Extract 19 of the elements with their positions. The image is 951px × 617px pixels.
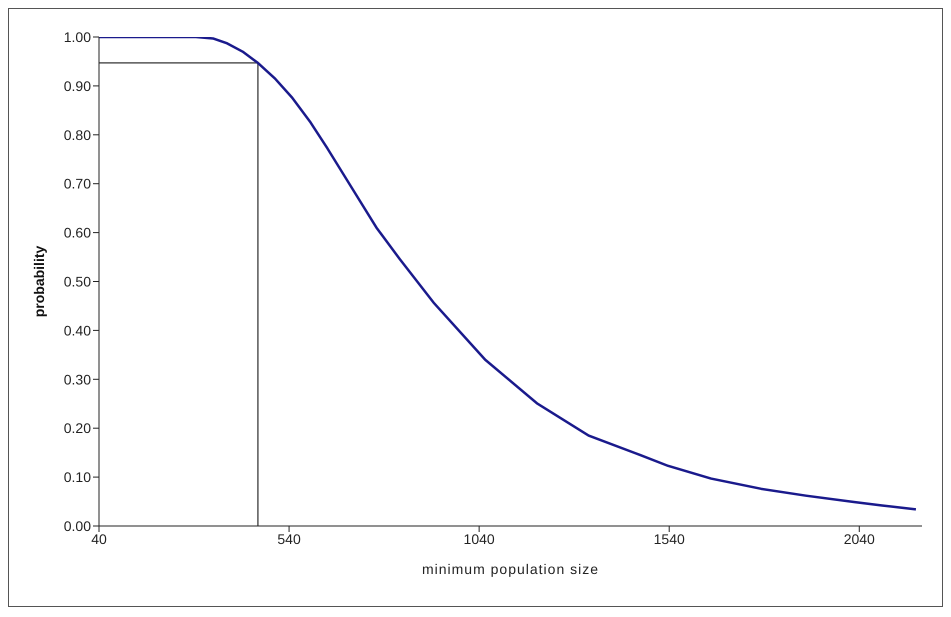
- x-tick-label: 2040: [844, 530, 876, 547]
- y-axis-title: probability: [30, 246, 47, 318]
- y-tick-label: 0.40: [64, 322, 92, 338]
- y-tick-label: 0.50: [64, 273, 92, 290]
- y-tick-label: 0.80: [64, 126, 92, 143]
- x-tick-label: 1540: [654, 530, 685, 547]
- y-tick-label: 0.00: [64, 518, 92, 534]
- y-tick-label: 1.00: [64, 28, 92, 45]
- line-series: [99, 37, 918, 511]
- x-tick-label: 540: [277, 530, 301, 547]
- x-tick-label: 40: [91, 530, 107, 547]
- y-tick-label: 0.20: [64, 420, 92, 436]
- y-tick-label: 0.10: [64, 469, 92, 486]
- x-axis-title: minimum population size: [422, 561, 600, 577]
- y-tick-label: 0.60: [64, 224, 92, 241]
- x-tick-label: 1040: [464, 530, 495, 547]
- y-tick-label: 0.90: [64, 78, 92, 94]
- y-tick-label: 0.70: [64, 176, 92, 192]
- y-tick-label: 0.30: [64, 371, 92, 388]
